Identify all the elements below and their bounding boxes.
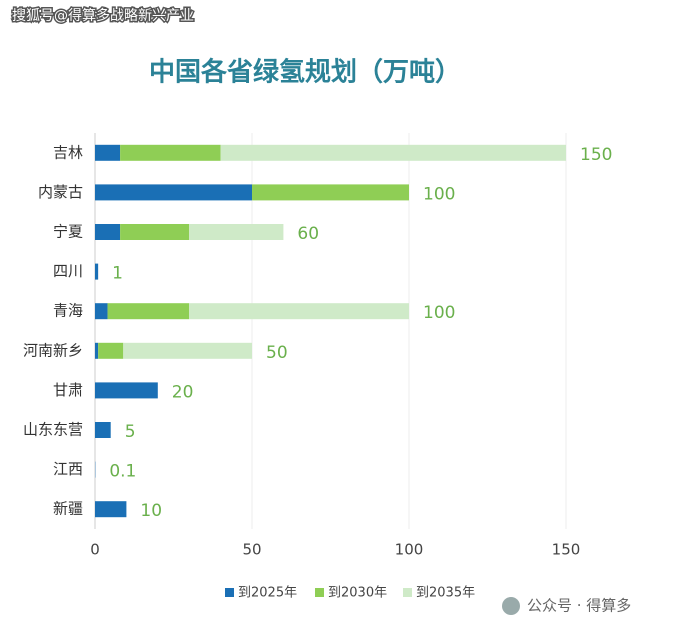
bar-segment	[95, 342, 99, 359]
total-label: 100	[423, 303, 455, 323]
bar-segment	[220, 144, 566, 161]
bar-segment	[95, 422, 111, 438]
bar-segment	[95, 382, 158, 399]
legend-swatch	[403, 588, 412, 597]
bar-segment	[120, 144, 221, 161]
y-tick-label: 河南新乡	[23, 341, 83, 359]
bar-segment	[95, 144, 121, 161]
bar-segment	[95, 224, 121, 240]
y-tick-label: 新疆	[53, 500, 83, 518]
total-label: 10	[140, 501, 162, 521]
y-tick-label: 四川	[53, 262, 83, 280]
bar-segment	[98, 342, 124, 359]
bar-segment	[123, 342, 252, 359]
bar-segment	[95, 303, 108, 320]
y-tick-label: 青海	[53, 302, 83, 320]
y-tick-label: 江西	[53, 460, 83, 478]
total-label: 5	[125, 422, 136, 442]
bar-segment	[95, 501, 127, 518]
legend-label: 到2030年	[328, 586, 387, 601]
y-tick-label: 吉林	[53, 143, 83, 161]
bar-segment	[120, 224, 190, 240]
total-label: 0.1	[109, 462, 136, 482]
y-tick-label: 甘肃	[53, 381, 83, 399]
x-tick-label: 100	[395, 541, 424, 559]
bar-segment	[252, 184, 409, 201]
bar-segment	[189, 224, 284, 240]
x-tick-label: 50	[242, 541, 261, 559]
x-tick-label: 150	[552, 541, 581, 559]
watermark: 搜狐号@得算多战略新兴产业	[12, 7, 194, 24]
bar-segment	[189, 303, 409, 320]
total-label: 60	[297, 224, 319, 244]
footer: 公众号 · 得算多	[527, 597, 631, 615]
legend-label: 到2035年	[416, 586, 475, 601]
bar-segment	[95, 184, 252, 201]
wechat-icon	[502, 597, 520, 615]
total-label: 1	[112, 264, 123, 284]
chart-title: 中国各省绿氢规划（万吨）	[149, 57, 461, 88]
x-tick-label: 0	[90, 541, 100, 559]
legend-swatch	[315, 588, 324, 597]
total-label: 50	[266, 343, 288, 363]
y-tick-label: 宁夏	[53, 223, 83, 241]
total-label: 20	[172, 382, 194, 402]
legend-swatch	[225, 588, 234, 597]
bar-segment	[95, 263, 99, 280]
y-tick-label: 内蒙古	[38, 183, 83, 201]
total-label: 150	[580, 145, 612, 165]
legend-label: 到2025年	[238, 586, 297, 601]
bar-segment	[107, 303, 190, 320]
y-tick-label: 山东东营	[23, 421, 83, 439]
total-label: 100	[423, 184, 455, 204]
